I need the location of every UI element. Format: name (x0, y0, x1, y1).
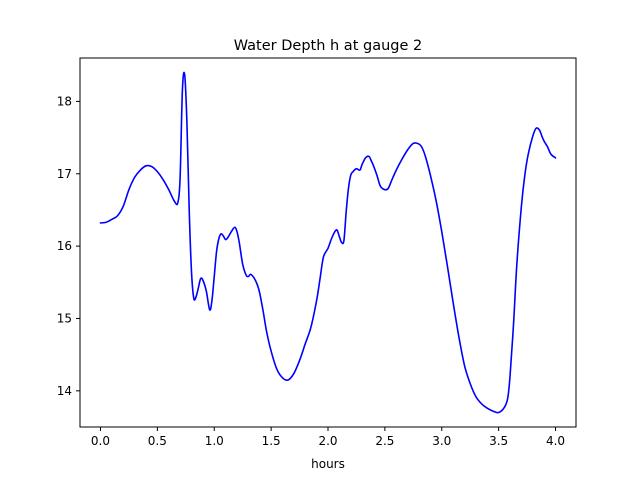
y-tick-label: 18 (57, 94, 72, 108)
x-tick-label: 0.0 (91, 434, 110, 448)
x-axis-label: hours (311, 457, 345, 471)
chart-title: Water Depth h at gauge 2 (234, 38, 422, 54)
series-line-water-depth (99, 71, 557, 414)
y-tick-label: 17 (57, 167, 72, 181)
x-tick-label: 3.0 (432, 434, 451, 448)
y-tick-label: 14 (57, 384, 72, 398)
x-tick-label: 4.0 (546, 434, 565, 448)
x-tick-label: 1.0 (205, 434, 224, 448)
x-tick-label: 3.5 (489, 434, 508, 448)
y-tick-label: 16 (57, 239, 72, 253)
x-tick-label: 2.5 (375, 434, 394, 448)
x-tick-label: 1.5 (262, 434, 281, 448)
x-tick-label: 0.5 (148, 434, 167, 448)
y-tick-label: 15 (57, 311, 72, 325)
x-axis-ticks: 0.0 0.5 1.0 1.5 2.0 2.5 3.0 3.5 4.0 (91, 427, 565, 448)
plot-area-frame (79, 57, 577, 428)
y-axis-ticks: 14 15 16 17 18 (57, 94, 80, 398)
x-tick-label: 2.0 (318, 434, 337, 448)
